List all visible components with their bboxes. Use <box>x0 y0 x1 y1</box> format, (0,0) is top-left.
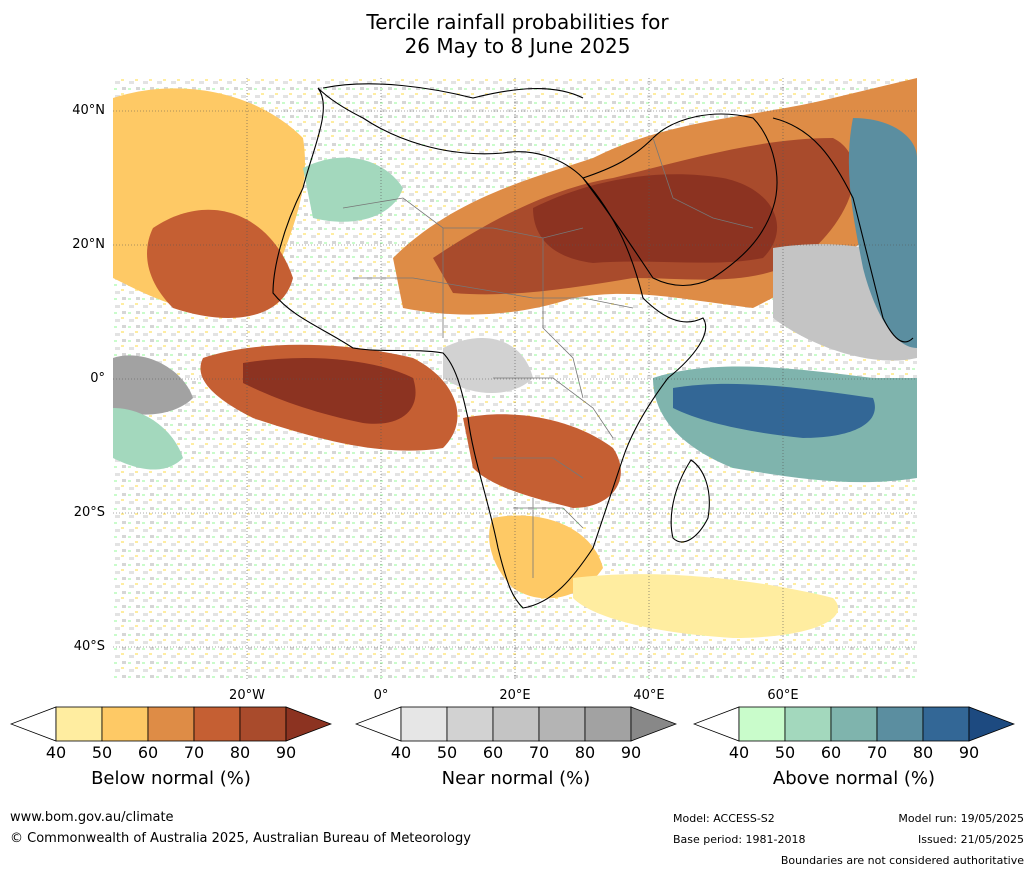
above-tick-80: 80 <box>912 743 934 762</box>
above-normal-core-indian-ocean <box>673 383 875 438</box>
above-segment-3 <box>830 706 878 742</box>
lon-label-20e: 20°E <box>499 688 531 703</box>
lon-label-0: 0° <box>373 688 389 703</box>
near-segment-2 <box>446 706 494 742</box>
near-segment-5 <box>584 706 632 742</box>
lon-label-60e: 60°E <box>767 688 799 703</box>
below-segment-5 <box>239 706 287 742</box>
coastlines <box>272 83 914 609</box>
near-segment-1 <box>400 706 448 742</box>
below-segment-1 <box>55 706 103 742</box>
above-arrow-right <box>968 706 1015 742</box>
above-segment-5 <box>922 706 970 742</box>
near-arrow-right <box>630 706 677 742</box>
title-line-1: Tercile rainfall probabilities for <box>366 10 669 34</box>
footer-issued: Issued: 21/05/2025 <box>917 833 1024 846</box>
near-tick-40: 40 <box>390 743 412 762</box>
above-tick-40: 40 <box>728 743 750 762</box>
near-tick-70: 70 <box>528 743 550 762</box>
near-segment-4 <box>538 706 586 742</box>
colorbar-above-title: Above normal (%) <box>772 768 936 789</box>
lat-label-40s: 40°S <box>73 639 105 654</box>
below-tick-90: 90 <box>275 743 297 762</box>
below-normal-region-southern-africa <box>463 414 621 508</box>
below-normal-region-west-africa-coast <box>147 209 293 318</box>
below-normal-region-south-africa <box>489 515 603 599</box>
colorbar-near-normal <box>355 706 677 742</box>
colorbar-above-normal <box>693 706 1015 742</box>
above-tick-90: 90 <box>958 743 980 762</box>
below-tick-80: 80 <box>229 743 251 762</box>
below-segment-2 <box>101 706 149 742</box>
below-normal-core-equatorial-atlantic <box>243 358 416 424</box>
below-normal-peak-arabia <box>533 174 778 263</box>
chart-title: Tercile rainfall probabilities for 26 Ma… <box>0 10 1035 58</box>
above-segment-2 <box>784 706 832 742</box>
colorbar-below-title: Below normal (%) <box>91 768 251 789</box>
below-segment-4 <box>193 706 241 742</box>
footer-copyright: © Commonwealth of Australia 2025, Austra… <box>10 831 471 846</box>
below-tick-50: 50 <box>91 743 113 762</box>
above-tick-50: 50 <box>774 743 796 762</box>
above-normal-region-bay-of-bengal <box>848 118 917 348</box>
near-tick-60: 60 <box>482 743 504 762</box>
lat-label-equator: 0° <box>90 371 105 386</box>
above-normal-region-north-africa <box>303 157 403 222</box>
below-normal-region-south-indian <box>573 574 839 638</box>
footer-model: Model: ACCESS-S2 <box>673 812 775 825</box>
near-tick-50: 50 <box>436 743 458 762</box>
lon-label-20w: 20°W <box>229 688 265 703</box>
title-line-2: 26 May to 8 June 2025 <box>404 34 631 58</box>
below-tick-40: 40 <box>45 743 67 762</box>
near-tick-90: 90 <box>620 743 642 762</box>
near-segment-3 <box>492 706 540 742</box>
above-tick-60: 60 <box>820 743 842 762</box>
above-tick-70: 70 <box>866 743 888 762</box>
above-segment-1 <box>738 706 786 742</box>
below-tick-70: 70 <box>183 743 205 762</box>
footer-url: www.bom.gov.au/climate <box>10 810 174 825</box>
footer-base-period: Base period: 1981-2018 <box>673 833 806 846</box>
colorbar-near-title: Near normal (%) <box>441 768 591 789</box>
lon-label-40e: 40°E <box>633 688 665 703</box>
lat-label-20s: 20°S <box>73 505 105 520</box>
below-arrow-left <box>10 706 57 742</box>
below-arrow-right <box>285 706 332 742</box>
below-segment-3 <box>147 706 195 742</box>
colorbar-below-normal <box>10 706 332 742</box>
near-arrow-left <box>355 706 402 742</box>
near-tick-80: 80 <box>574 743 596 762</box>
lat-label-40n: 40°N <box>72 103 105 118</box>
below-tick-60: 60 <box>137 743 159 762</box>
footer-disclaimer: Boundaries are not considered authoritat… <box>780 854 1024 867</box>
near-normal-region-atlantic <box>113 355 193 415</box>
lat-label-20n: 20°N <box>72 237 105 252</box>
footer-model-run: Model run: 19/05/2025 <box>898 812 1024 825</box>
graticule <box>113 78 917 681</box>
above-arrow-left <box>693 706 740 742</box>
forecast-map <box>113 78 917 681</box>
country-borders <box>342 137 754 578</box>
above-segment-4 <box>876 706 924 742</box>
above-normal-region-south-atlantic <box>113 408 183 470</box>
near-normal-region-central-africa <box>443 338 533 393</box>
